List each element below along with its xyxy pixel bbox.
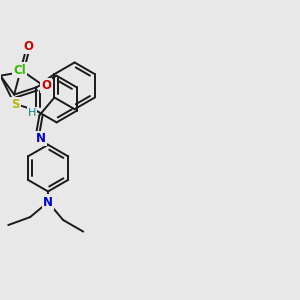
Text: Cl: Cl — [13, 64, 26, 76]
Text: H: H — [28, 108, 36, 118]
Text: O: O — [24, 40, 34, 52]
Text: N: N — [43, 196, 53, 208]
Text: O: O — [41, 79, 51, 92]
Text: S: S — [11, 98, 20, 111]
Text: N: N — [36, 132, 46, 145]
